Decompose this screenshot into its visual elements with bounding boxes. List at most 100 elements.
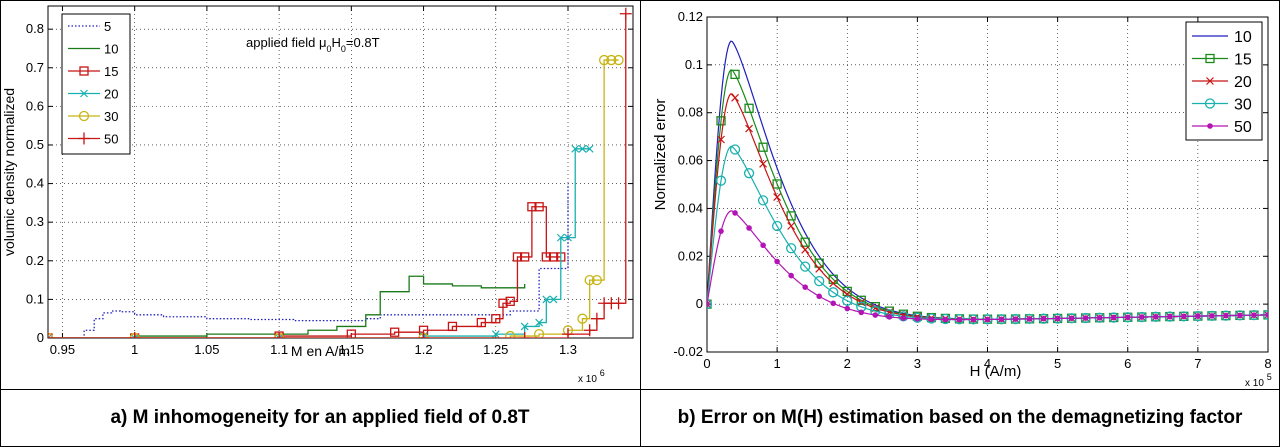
b-point-50 xyxy=(844,305,851,312)
b-legend-marker xyxy=(1206,77,1214,85)
b-point-15 xyxy=(730,69,740,80)
a-xtick-label: 1.25 xyxy=(483,342,508,357)
b-x-exponent: x 10 5 xyxy=(1245,372,1272,389)
caption-divider xyxy=(0,389,1280,390)
a-point-15 xyxy=(476,317,486,328)
chart-b: 0 1 2 3 4 5 6 7 8-0.0200.020.040.060.080.10.1210… xyxy=(652,9,1272,389)
b-point-50 xyxy=(1110,314,1117,321)
b-point-50 xyxy=(1040,315,1047,322)
a-point-30 xyxy=(577,313,588,324)
a-point-50 xyxy=(518,332,531,338)
a-point-15 xyxy=(491,314,501,324)
b-legend-label: 50 xyxy=(1234,119,1252,136)
a-point-15 xyxy=(447,321,458,332)
b-point-50 xyxy=(942,316,949,323)
b-point-50 xyxy=(886,314,893,320)
b-point-30 xyxy=(743,168,755,179)
b-legend-label: 15 xyxy=(1234,52,1252,69)
b-point-50 xyxy=(914,316,921,322)
b-xtick-label: 8 xyxy=(1264,356,1271,371)
a-point-30 xyxy=(613,54,624,66)
a-series-5 xyxy=(48,183,569,338)
a-point-20 xyxy=(491,330,500,338)
b-point-20 xyxy=(815,264,824,273)
a-point-20 xyxy=(535,318,544,327)
b-point-50 xyxy=(1054,315,1061,322)
b-point-50 xyxy=(830,300,837,307)
b-ytick-label: 0.12 xyxy=(678,9,703,24)
b-point-30 xyxy=(715,175,727,186)
b-point-20 xyxy=(731,93,739,102)
b-legend-marker xyxy=(1205,53,1215,64)
a-ylabel: volumic density normalized xyxy=(1,88,17,256)
b-point-20 xyxy=(745,124,753,133)
a-point-50 xyxy=(562,328,574,338)
b-point-50 xyxy=(1251,312,1257,318)
b-point-50 xyxy=(1068,315,1075,322)
b-point-15 xyxy=(772,179,782,189)
b-point-30 xyxy=(785,243,797,254)
a-x-exponent: x 10 6 xyxy=(578,368,605,385)
b-point-50 xyxy=(872,312,879,318)
b-point-20 xyxy=(801,245,810,254)
a-ytick-label: 0.3 xyxy=(26,214,44,229)
b-axes-box xyxy=(706,16,1269,353)
b-xtick-label: 5 xyxy=(1054,356,1061,371)
a-ytick-label: 0.6 xyxy=(26,98,44,113)
a-point-15 xyxy=(346,329,356,338)
a-point-15 xyxy=(520,252,530,262)
b-point-50 xyxy=(1265,312,1268,318)
a-point-15 xyxy=(498,298,508,308)
b-xtick-label: 0 xyxy=(703,356,710,371)
b-point-30 xyxy=(926,313,937,324)
b-point-15 xyxy=(800,237,810,247)
b-point-20 xyxy=(759,159,768,168)
a-point-50 xyxy=(128,332,141,338)
a-legend: 5 10 15 20 30 50 xyxy=(61,13,131,155)
b-point-30 xyxy=(800,261,811,272)
panel-divider xyxy=(640,0,641,447)
a-ytick-label: 0.4 xyxy=(26,176,44,191)
a-point-20 xyxy=(585,144,594,153)
a-xtick-label: 1 xyxy=(131,342,138,357)
a-point-50 xyxy=(612,297,625,310)
b-legend-label: 10 xyxy=(1234,29,1252,46)
a-legend-label: 20 xyxy=(104,87,118,102)
b-point-50 xyxy=(732,210,738,216)
b-point-30 xyxy=(707,298,713,310)
a-point-15 xyxy=(512,252,523,262)
a-point-15 xyxy=(541,252,551,262)
b-ytick-label: 0.06 xyxy=(678,153,703,168)
a-ytick-label: 0.8 xyxy=(26,21,44,36)
a-legend-label: 5 xyxy=(104,19,111,34)
b-point-50 xyxy=(1026,316,1033,322)
a-xlabel: M en A/m xyxy=(291,343,350,359)
b-point-20 xyxy=(717,135,725,144)
b-point-50 xyxy=(788,272,794,279)
b-point-15 xyxy=(744,103,754,113)
a-point-20 xyxy=(564,233,572,242)
a-point-50 xyxy=(619,7,632,20)
a-point-15 xyxy=(505,296,515,306)
b-legend-marker xyxy=(1207,123,1213,129)
a-legend-label: 50 xyxy=(104,132,118,147)
b-point-50 xyxy=(1153,314,1159,320)
a-legend-marker xyxy=(79,66,89,76)
a-point-20 xyxy=(275,334,284,338)
b-point-30 xyxy=(771,220,783,232)
b-xtick-label: 3 xyxy=(914,356,921,371)
b-point-50 xyxy=(1181,313,1187,320)
a-ytick-label: 0 xyxy=(37,330,44,345)
b-point-50 xyxy=(1167,313,1173,320)
b-point-15 xyxy=(716,116,726,126)
a-point-30 xyxy=(598,54,610,66)
a-ytick-label: 0.5 xyxy=(26,137,44,152)
a-point-50 xyxy=(583,324,596,337)
b-point-50 xyxy=(1209,313,1215,319)
a-legend-marker xyxy=(78,110,90,122)
b-xtick-label: 4 xyxy=(984,356,991,371)
b-point-20 xyxy=(787,222,796,230)
b-ytick-label: 0 xyxy=(696,296,703,311)
a-point-20 xyxy=(571,144,580,153)
b-point-50 xyxy=(858,309,865,316)
